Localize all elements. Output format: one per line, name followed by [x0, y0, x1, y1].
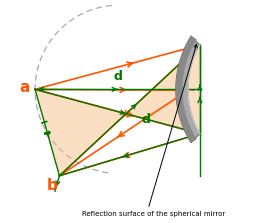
Text: a: a: [19, 80, 30, 95]
Text: d: d: [113, 70, 122, 83]
Text: Reflection surface of the spherical mirror: Reflection surface of the spherical mirr…: [82, 211, 225, 217]
Polygon shape: [35, 45, 200, 176]
Text: b: b: [46, 178, 57, 193]
Text: d: d: [141, 113, 150, 126]
Polygon shape: [176, 36, 197, 143]
Polygon shape: [176, 36, 200, 143]
